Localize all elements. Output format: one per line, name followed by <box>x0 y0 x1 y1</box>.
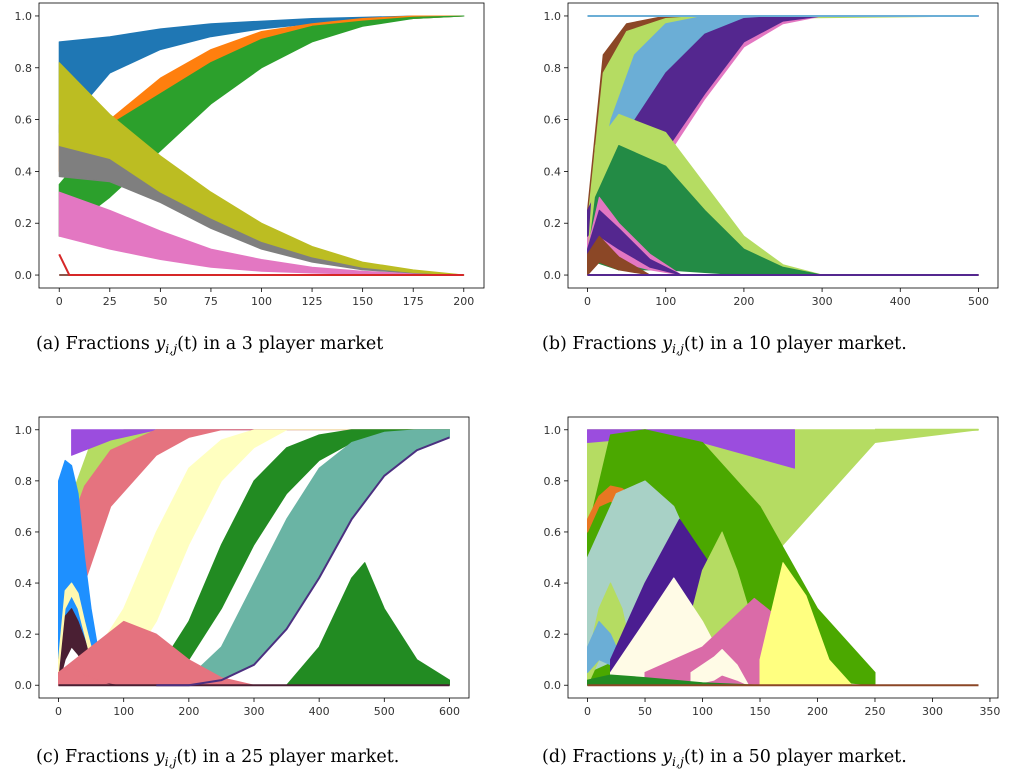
x-tick-label: 0 <box>584 295 591 308</box>
series-line-1 <box>58 253 464 276</box>
caption-d-label: (d) Fractions <box>542 747 662 767</box>
y-tick-label: 0.8 <box>15 475 33 488</box>
y-tick-label: 0.6 <box>544 114 562 127</box>
caption-c-label: (c) Fractions <box>36 747 155 767</box>
y-tick-label: 0.2 <box>15 628 33 641</box>
x-tick-label: 500 <box>374 705 395 718</box>
y-tick-label: 1.0 <box>544 424 562 437</box>
x-tick-label: 150 <box>352 295 373 308</box>
caption-c-rest: in a 25 player market. <box>197 747 399 767</box>
caption-c-var: y <box>154 747 166 767</box>
x-tick-label: 300 <box>244 705 265 718</box>
caption-c-arg: (t) <box>177 747 198 767</box>
x-tick-label: 200 <box>453 295 474 308</box>
caption-b-var: y <box>661 334 673 354</box>
y-tick-label: 0.0 <box>15 269 33 282</box>
caption-a: (a) Fractions yi,j(t) in a 3 player mark… <box>36 334 383 356</box>
x-tick-label: 300 <box>922 705 943 718</box>
y-tick-label: 0.4 <box>544 165 562 178</box>
y-tick-label: 0.2 <box>544 217 562 230</box>
y-tick-label: 0.6 <box>544 526 562 539</box>
caption-a-label: (a) Fractions <box>36 334 155 354</box>
subplot-d: 0 50 100 150 200 250 300 350 0.0 0.2 0.4 0.6 0.8 1.0 <box>544 416 1000 718</box>
y-tick-label: 0.4 <box>15 165 33 178</box>
caption-d-sub: i,j <box>672 754 684 769</box>
x-tick-label: 200 <box>733 295 754 308</box>
plot-area <box>58 15 465 276</box>
x-tick-label: 0 <box>55 705 62 718</box>
x-tick-label: 50 <box>153 295 167 308</box>
caption-a-rest: in a 3 player market <box>198 334 383 354</box>
caption-a-arg: (t) <box>177 334 198 354</box>
x-tick-label: 200 <box>178 705 199 718</box>
x-tick-label: 100 <box>692 705 713 718</box>
axes-frame <box>567 2 999 289</box>
y-tick-label: 1.0 <box>544 10 562 23</box>
caption-b-sub: i,j <box>672 341 684 356</box>
x-tick-label: 25 <box>103 295 117 308</box>
caption-b: (b) Fractions yi,j(t) in a 10 player mar… <box>542 334 907 356</box>
caption-d-var: y <box>661 747 673 767</box>
y-tick-label: 0.8 <box>544 62 562 75</box>
caption-d-arg: (t) <box>684 747 705 767</box>
caption-b-arg: (t) <box>684 334 705 354</box>
series-line-1 <box>156 436 450 687</box>
caption-c: (c) Fractions yi,j(t) in a 25 player mar… <box>36 747 399 769</box>
y-tick-label: 0.8 <box>15 62 33 75</box>
x-tick-label: 175 <box>403 295 424 308</box>
y-tick-label: 0.2 <box>15 217 33 230</box>
plot-area <box>58 429 450 687</box>
x-tick-label: 100 <box>655 295 676 308</box>
x-tick-label: 600 <box>439 705 460 718</box>
y-tick-label: 0.4 <box>15 577 33 590</box>
axes-frame <box>567 416 999 699</box>
caption-a-sub: i,j <box>165 341 177 356</box>
x-tick-label: 100 <box>251 295 272 308</box>
y-tick-label: 0.8 <box>544 475 562 488</box>
caption-a-var: y <box>154 334 166 354</box>
x-tick-label: 400 <box>890 295 911 308</box>
y-tick-label: 1.0 <box>15 10 33 23</box>
x-tick-label: 50 <box>638 705 652 718</box>
series-band-5 <box>58 62 465 276</box>
y-tick-label: 0.2 <box>544 628 562 641</box>
x-tick-label: 200 <box>807 705 828 718</box>
y-tick-label: 1.0 <box>15 424 33 437</box>
x-tick-label: 125 <box>302 295 323 308</box>
y-tick-label: 0.0 <box>544 269 562 282</box>
caption-d-rest: in a 50 player market. <box>705 747 907 767</box>
x-tick-label: 100 <box>113 705 134 718</box>
x-tick-label: 250 <box>864 705 885 718</box>
caption-d: (d) Fractions yi,j(t) in a 50 player mar… <box>542 747 907 769</box>
caption-b-label: (b) Fractions <box>542 334 662 354</box>
subplot-b: 0 100 200 300 400 500 0.0 0.2 0.4 0.6 0.8 1.0 <box>544 2 999 308</box>
x-tick-label: 350 <box>979 705 1000 718</box>
x-tick-label: 0 <box>56 295 63 308</box>
plot-area <box>587 428 979 687</box>
subplot-c: 0 100 200 300 400 500 600 0.0 0.2 0.4 0.6 0.8 1.0 <box>15 416 470 718</box>
y-tick-label: 0.4 <box>544 577 562 590</box>
y-tick-label: 0.0 <box>15 679 33 692</box>
x-tick-label: 300 <box>812 295 833 308</box>
x-tick-label: 400 <box>309 705 330 718</box>
caption-c-sub: i,j <box>165 754 177 769</box>
caption-b-rest: in a 10 player market. <box>705 334 907 354</box>
x-tick-label: 500 <box>968 295 989 308</box>
y-tick-label: 0.6 <box>15 526 33 539</box>
y-tick-label: 0.6 <box>15 114 33 127</box>
x-tick-label: 0 <box>584 705 591 718</box>
plot-area <box>587 15 979 276</box>
subplot-a: 0 25 50 75 100 125 150 175 200 0.0 0.2 0.4 0.6 0.8 1.0 <box>15 2 485 308</box>
x-tick-label: 150 <box>750 705 771 718</box>
y-tick-label: 0.0 <box>544 679 562 692</box>
x-tick-label: 75 <box>204 295 218 308</box>
